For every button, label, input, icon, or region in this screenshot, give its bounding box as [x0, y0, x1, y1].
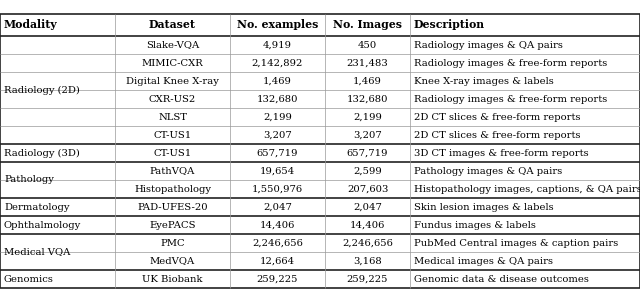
Text: 2,047: 2,047 [353, 203, 382, 212]
Text: 450: 450 [358, 41, 377, 49]
Text: 14,406: 14,406 [260, 221, 295, 229]
Text: 3,168: 3,168 [353, 256, 382, 265]
Text: CT-US1: CT-US1 [154, 148, 191, 157]
Text: Radiology images & free-form reports: Radiology images & free-form reports [414, 58, 607, 67]
Text: 1,550,976: 1,550,976 [252, 185, 303, 194]
Text: No. Images: No. Images [333, 20, 402, 30]
Text: Pathology: Pathology [4, 175, 54, 185]
Text: 3D CT images & free-form reports: 3D CT images & free-form reports [414, 148, 589, 157]
Text: Pathology images & QA pairs: Pathology images & QA pairs [414, 166, 563, 175]
Text: Ophthalmology: Ophthalmology [4, 221, 81, 229]
Text: No. examples: No. examples [237, 20, 318, 30]
Text: Radiology (3D): Radiology (3D) [4, 148, 80, 157]
Text: Histopathology images, captions, & QA pairs: Histopathology images, captions, & QA pa… [414, 185, 640, 194]
Text: 2D CT slices & free-form reports: 2D CT slices & free-form reports [414, 131, 580, 139]
Text: 19,654: 19,654 [260, 166, 295, 175]
Text: MIMIC-CXR: MIMIC-CXR [141, 58, 204, 67]
Text: UK Biobank: UK Biobank [142, 275, 203, 284]
Text: 3,207: 3,207 [263, 131, 292, 139]
Text: 2,599: 2,599 [353, 166, 382, 175]
Text: Radiology (2D): Radiology (2D) [4, 85, 80, 95]
Text: NLST: NLST [158, 113, 187, 122]
Text: MedVQA: MedVQA [150, 256, 195, 265]
Text: 259,225: 259,225 [347, 275, 388, 284]
Text: 2,199: 2,199 [353, 113, 382, 122]
Text: Dermatology: Dermatology [4, 203, 70, 212]
Text: 2,199: 2,199 [263, 113, 292, 122]
Text: 2,142,892: 2,142,892 [252, 58, 303, 67]
Text: 4,919: 4,919 [263, 41, 292, 49]
Text: Digital Knee X-ray: Digital Knee X-ray [126, 76, 219, 85]
Text: 12,664: 12,664 [260, 256, 295, 265]
Text: 2,047: 2,047 [263, 203, 292, 212]
Text: Radiology images & free-form reports: Radiology images & free-form reports [414, 95, 607, 104]
Text: CXR-US2: CXR-US2 [149, 95, 196, 104]
Text: 1,469: 1,469 [263, 76, 292, 85]
Text: Histopathology: Histopathology [134, 185, 211, 194]
Text: 1,469: 1,469 [353, 76, 382, 85]
Text: 2,246,656: 2,246,656 [252, 238, 303, 247]
Text: PAD-UFES-20: PAD-UFES-20 [137, 203, 208, 212]
Text: Medical images & QA pairs: Medical images & QA pairs [414, 256, 553, 265]
Text: Fundus images & labels: Fundus images & labels [414, 221, 536, 229]
Text: Radiology images & QA pairs: Radiology images & QA pairs [414, 41, 563, 49]
Text: PubMed Central images & caption pairs: PubMed Central images & caption pairs [414, 238, 618, 247]
Text: PathVQA: PathVQA [150, 166, 195, 175]
Text: 2D CT slices & free-form reports: 2D CT slices & free-form reports [414, 113, 580, 122]
Text: 207,603: 207,603 [347, 185, 388, 194]
Text: 14,406: 14,406 [350, 221, 385, 229]
Text: 657,719: 657,719 [257, 148, 298, 157]
Text: 259,225: 259,225 [257, 275, 298, 284]
Text: Genomics: Genomics [4, 275, 54, 284]
Text: 231,483: 231,483 [347, 58, 388, 67]
Text: PMC: PMC [160, 238, 185, 247]
Text: 132,680: 132,680 [347, 95, 388, 104]
Text: Slake-VQA: Slake-VQA [146, 41, 199, 49]
Text: Description: Description [414, 20, 485, 30]
Text: 657,719: 657,719 [347, 148, 388, 157]
Text: Knee X-ray images & labels: Knee X-ray images & labels [414, 76, 554, 85]
Text: Dataset: Dataset [149, 20, 196, 30]
Text: 3,207: 3,207 [353, 131, 382, 139]
Text: EyePACS: EyePACS [149, 221, 196, 229]
Text: Modality: Modality [4, 20, 58, 30]
Text: CT-US1: CT-US1 [154, 131, 191, 139]
Text: Skin lesion images & labels: Skin lesion images & labels [414, 203, 554, 212]
Text: 2,246,656: 2,246,656 [342, 238, 393, 247]
Text: Genomic data & disease outcomes: Genomic data & disease outcomes [414, 275, 589, 284]
Text: 132,680: 132,680 [257, 95, 298, 104]
Text: Medical VQA: Medical VQA [4, 247, 70, 256]
